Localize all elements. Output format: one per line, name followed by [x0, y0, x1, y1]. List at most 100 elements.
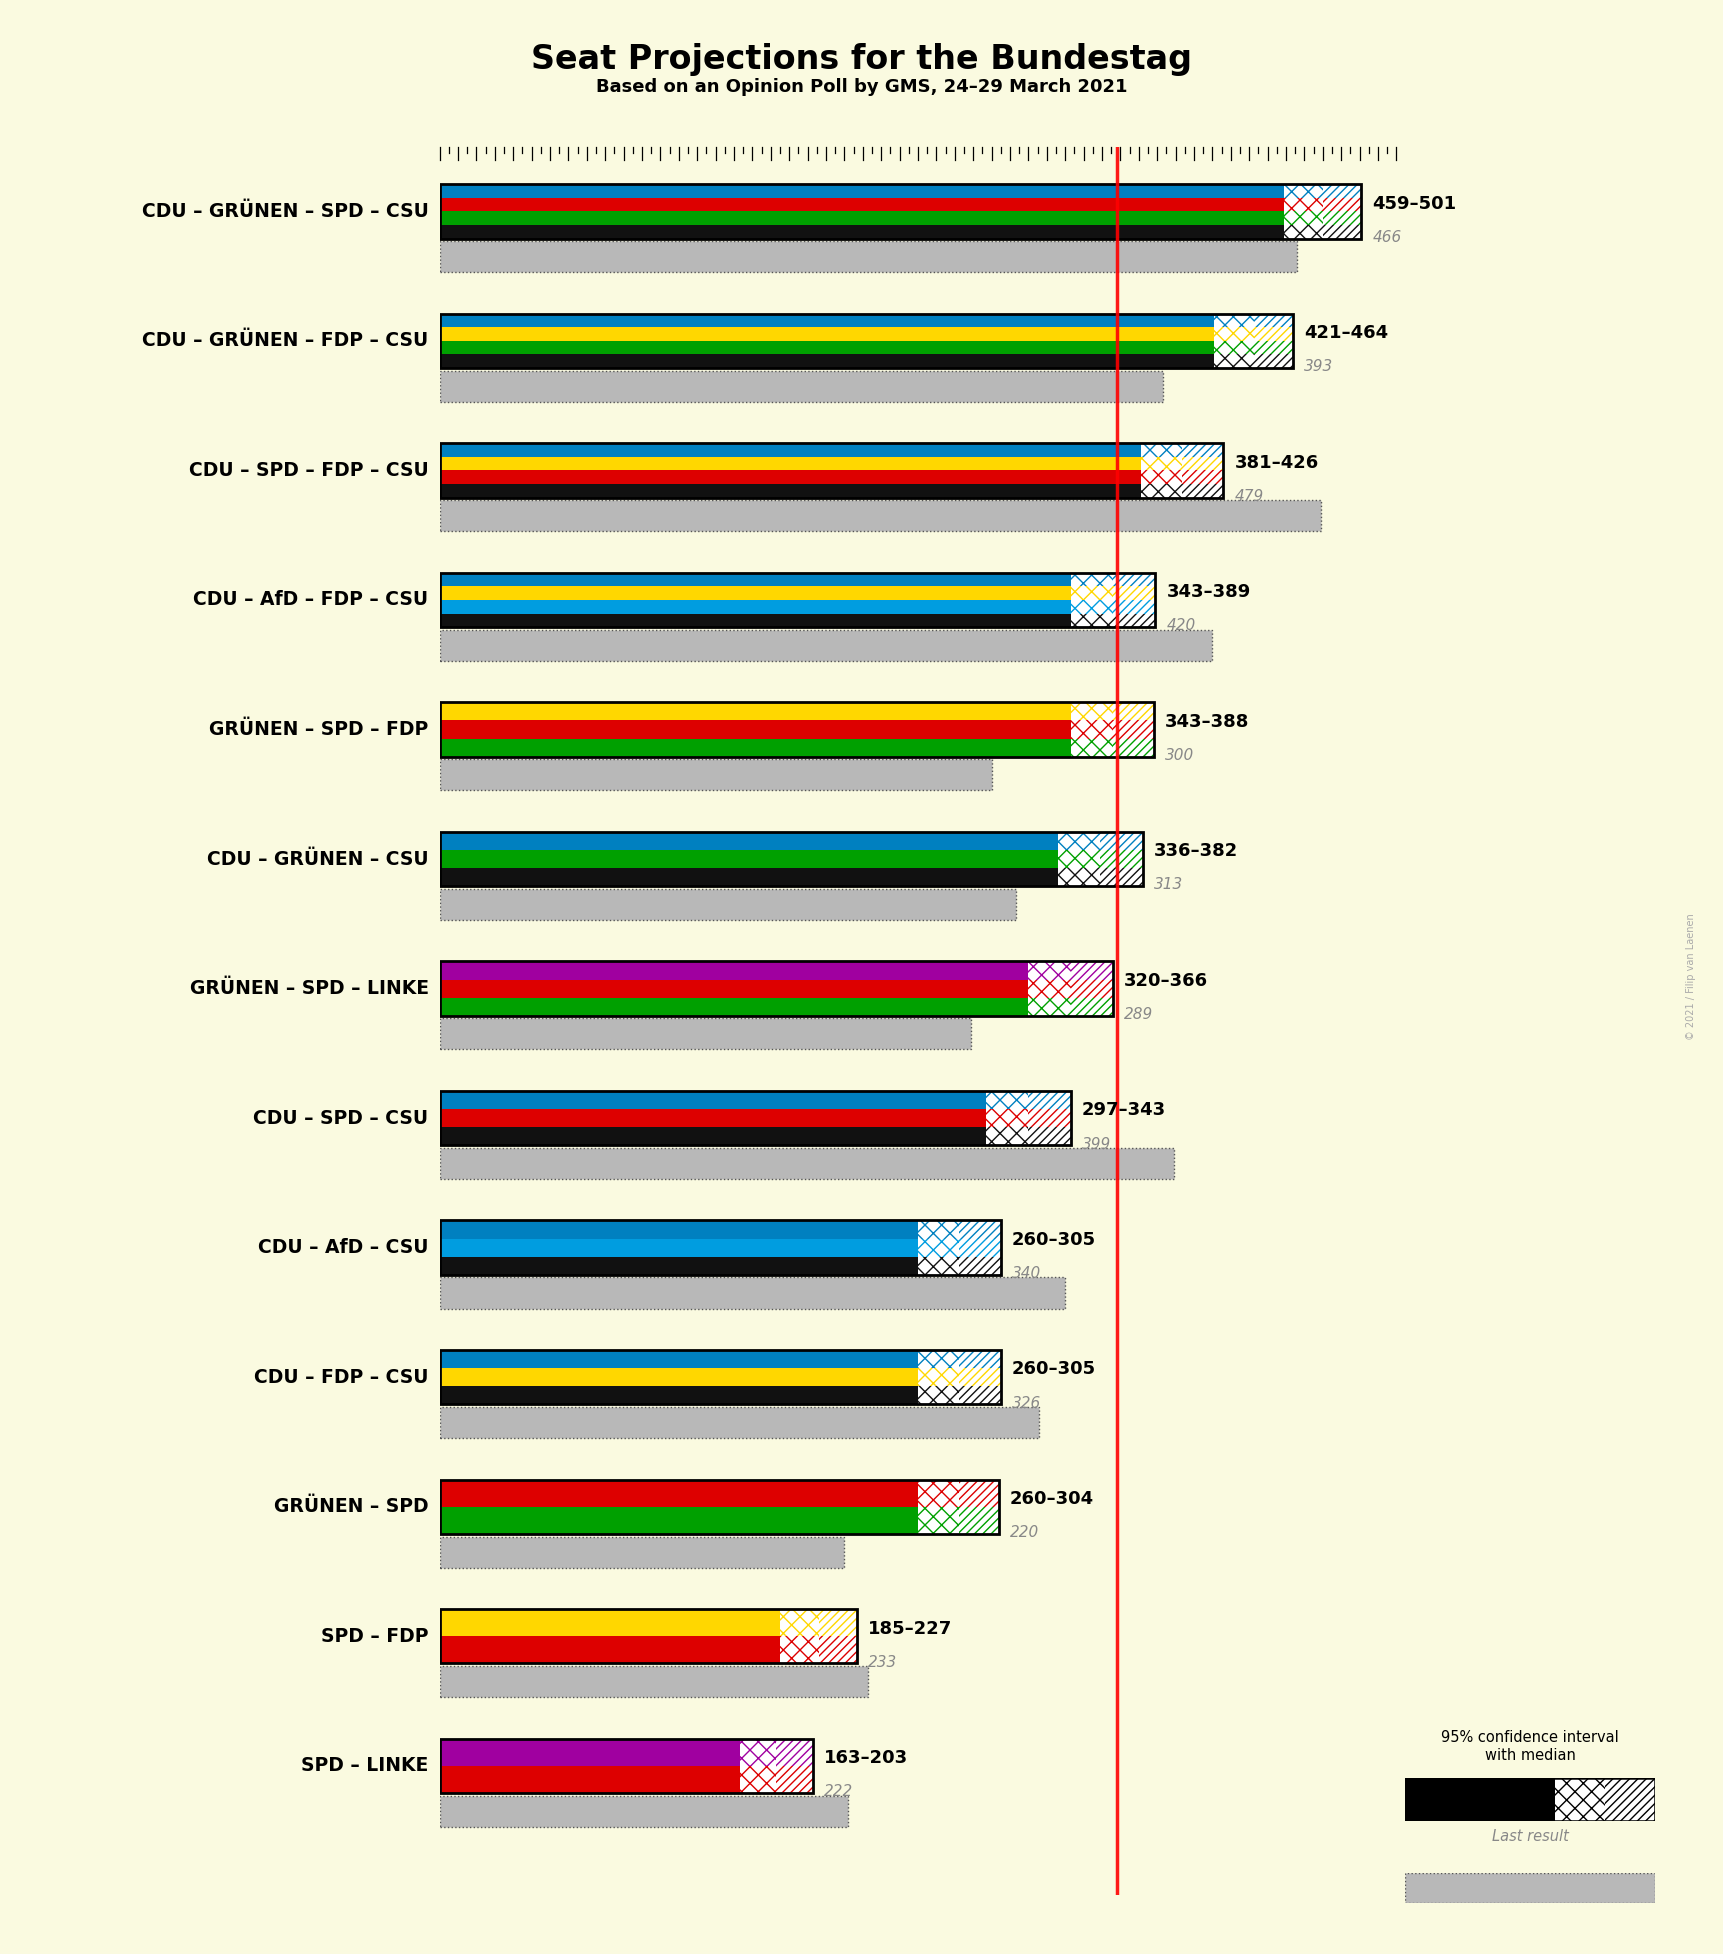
Bar: [960, 1385, 1001, 1405]
Bar: [1029, 1127, 1070, 1145]
Bar: [1029, 979, 1070, 998]
Text: 340: 340: [1011, 1266, 1041, 1282]
Bar: [439, 961, 1113, 1016]
Bar: [439, 1221, 918, 1239]
Bar: [1070, 721, 1111, 739]
Bar: [1554, 1778, 1604, 1821]
Bar: [439, 739, 1070, 756]
Bar: [1111, 701, 1153, 721]
Bar: [1182, 471, 1223, 485]
Bar: [1070, 701, 1111, 721]
Bar: [1070, 979, 1113, 998]
Bar: [439, 1536, 844, 1567]
Bar: [775, 1739, 813, 1766]
Bar: [918, 1507, 998, 1534]
Bar: [1322, 225, 1361, 238]
Text: Based on an Opinion Poll by GMS, 24–29 March 2021: Based on an Opinion Poll by GMS, 24–29 M…: [596, 78, 1127, 96]
Bar: [775, 1766, 813, 1794]
Bar: [918, 1350, 960, 1368]
Text: 381–426: 381–426: [1234, 453, 1318, 471]
Bar: [439, 1256, 918, 1274]
Bar: [960, 1256, 1001, 1274]
Bar: [739, 1766, 813, 1794]
Bar: [1111, 721, 1153, 739]
Bar: [1322, 184, 1361, 197]
Text: 479: 479: [1234, 488, 1263, 504]
Bar: [439, 184, 1284, 197]
Bar: [986, 1090, 1070, 1110]
Bar: [1029, 979, 1113, 998]
Text: 320–366: 320–366: [1123, 971, 1208, 991]
Bar: [1111, 739, 1153, 756]
Bar: [918, 1256, 960, 1274]
Bar: [439, 832, 1058, 850]
Bar: [1141, 444, 1182, 457]
Text: 260–304: 260–304: [1010, 1491, 1094, 1508]
Bar: [918, 1239, 960, 1256]
Bar: [439, 1385, 918, 1405]
Bar: [439, 701, 1153, 756]
Bar: [439, 315, 1292, 367]
Bar: [439, 1507, 918, 1534]
Bar: [1113, 600, 1154, 614]
Bar: [1322, 197, 1361, 211]
Bar: [439, 573, 1154, 627]
Bar: [439, 1667, 868, 1698]
Bar: [439, 1608, 779, 1635]
Bar: [439, 961, 1029, 979]
Text: 343–389: 343–389: [1166, 582, 1249, 602]
Bar: [439, 184, 1361, 238]
Bar: [439, 1147, 1173, 1178]
Bar: [1284, 225, 1361, 238]
Bar: [918, 1385, 960, 1405]
Bar: [918, 1221, 960, 1239]
Bar: [1141, 485, 1182, 498]
Bar: [1070, 739, 1111, 756]
Bar: [818, 1608, 856, 1635]
Bar: [439, 225, 1284, 238]
Text: CDU – AfD – CSU: CDU – AfD – CSU: [258, 1239, 429, 1256]
Bar: [439, 1090, 1070, 1145]
Bar: [1029, 998, 1113, 1016]
Bar: [1141, 444, 1223, 457]
Bar: [439, 371, 1161, 403]
Text: 326: 326: [1011, 1395, 1041, 1411]
Text: SPD – LINKE: SPD – LINKE: [302, 1757, 429, 1776]
Text: 343–388: 343–388: [1165, 713, 1247, 731]
Text: Last result: Last result: [1490, 1829, 1568, 1845]
Bar: [1070, 573, 1154, 586]
Bar: [1070, 721, 1153, 739]
Bar: [1070, 573, 1113, 586]
Text: 399: 399: [1080, 1137, 1110, 1151]
Bar: [1213, 315, 1253, 326]
Bar: [1070, 701, 1153, 721]
Bar: [439, 326, 1213, 340]
Bar: [439, 471, 1141, 485]
Text: 260–305: 260–305: [1011, 1231, 1096, 1249]
Text: 220: 220: [1010, 1526, 1039, 1540]
Bar: [1213, 326, 1292, 340]
Bar: [1113, 614, 1154, 627]
Bar: [779, 1608, 856, 1635]
Bar: [1070, 600, 1113, 614]
Bar: [1058, 850, 1099, 868]
Bar: [439, 354, 1213, 367]
Bar: [1284, 184, 1322, 197]
Bar: [1070, 739, 1153, 756]
Bar: [1213, 340, 1292, 354]
Bar: [1141, 457, 1223, 471]
Bar: [1284, 197, 1322, 211]
Bar: [986, 1090, 1029, 1110]
Bar: [439, 1608, 856, 1663]
Text: 421–464: 421–464: [1304, 324, 1387, 342]
Text: CDU – SPD – FDP – CSU: CDU – SPD – FDP – CSU: [190, 461, 429, 481]
Bar: [439, 998, 1029, 1016]
Bar: [439, 889, 1015, 920]
Bar: [439, 485, 1141, 498]
Bar: [960, 1221, 1001, 1239]
Bar: [439, 315, 1213, 326]
Bar: [1070, 614, 1154, 627]
Bar: [439, 614, 1070, 627]
Bar: [986, 1110, 1070, 1127]
Bar: [439, 629, 1211, 660]
